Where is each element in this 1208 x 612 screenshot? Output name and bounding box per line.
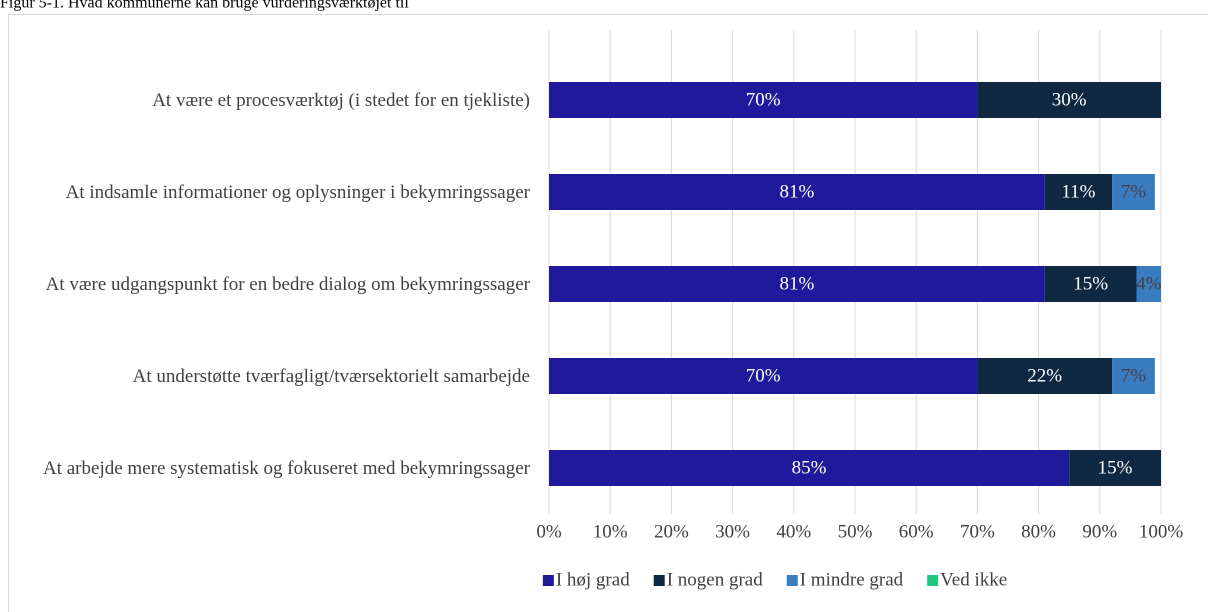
x-tick-label: 80% <box>1021 521 1056 542</box>
x-tick-label: 70% <box>960 521 995 542</box>
category-text: At være et procesværktøj (i stedet for e… <box>152 89 530 111</box>
legend-label: Ved ikke <box>940 569 1007 590</box>
x-tick-label: 60% <box>899 521 934 542</box>
category-text: At arbejde mere systematisk og fokuseret… <box>43 457 530 479</box>
legend-label: I mindre grad <box>800 569 904 590</box>
x-tick-label: 40% <box>776 521 811 542</box>
data-label: 70% <box>746 365 781 386</box>
category-text: At indsamle informationer og oplysninger… <box>65 181 530 203</box>
legend-marker <box>786 575 798 586</box>
bar-segment <box>1112 358 1155 394</box>
legend-marker <box>542 575 554 586</box>
category-label: At være et procesværktøj (i stedet for e… <box>152 70 530 130</box>
x-tick-label: 20% <box>654 521 689 542</box>
category-label: At arbejde mere systematisk og fokuseret… <box>43 438 530 498</box>
legend-marker <box>653 575 665 586</box>
data-label: 4% <box>1136 273 1162 294</box>
data-label: 7% <box>1121 365 1147 386</box>
data-label: 30% <box>1052 89 1087 110</box>
chart-frame <box>8 14 1208 612</box>
bar-segment <box>549 450 1070 486</box>
data-label: 7% <box>1121 181 1147 202</box>
data-label: 15% <box>1073 273 1108 294</box>
category-text: At understøtte tværfagligt/tværsektoriel… <box>132 365 530 387</box>
bar-segment <box>1112 174 1155 210</box>
data-label: 22% <box>1027 365 1062 386</box>
legend-label: I nogen grad <box>667 569 764 590</box>
bar-segment <box>977 82 1161 118</box>
bar-segment <box>549 266 1045 302</box>
category-label: At indsamle informationer og oplysninger… <box>66 162 530 222</box>
legend-label: I høj grad <box>556 569 630 590</box>
x-tick-label: 10% <box>593 521 628 542</box>
data-label: 81% <box>779 273 814 294</box>
bar-segment <box>549 82 978 118</box>
bar-segment <box>1044 174 1113 210</box>
data-label: 70% <box>746 89 781 110</box>
data-label: 81% <box>779 181 814 202</box>
x-tick-label: 0% <box>536 521 562 542</box>
chart-title: Figur 5-1. Hvad kommunerne kan bruge vur… <box>0 0 409 12</box>
bar-segment <box>549 174 1045 210</box>
category-label: At være udgangspunkt for en bedre dialog… <box>46 254 530 314</box>
bar-segment <box>1136 266 1161 302</box>
category-text: At være udgangspunkt for en bedre dialog… <box>45 273 530 295</box>
data-label: 11% <box>1061 181 1095 202</box>
bar-segment <box>1069 450 1161 486</box>
legend-marker <box>927 575 939 586</box>
x-tick-label: 30% <box>715 521 750 542</box>
x-tick-label: 50% <box>838 521 873 542</box>
bar-segment <box>549 358 978 394</box>
x-tick-label: 90% <box>1082 521 1117 542</box>
bar-segment <box>1044 266 1137 302</box>
data-label: 85% <box>792 457 827 478</box>
data-label: 15% <box>1098 457 1133 478</box>
bar-segment <box>977 358 1113 394</box>
x-tick-label: 100% <box>1139 521 1184 542</box>
category-label: At understøtte tværfagligt/tværsektoriel… <box>133 346 530 406</box>
